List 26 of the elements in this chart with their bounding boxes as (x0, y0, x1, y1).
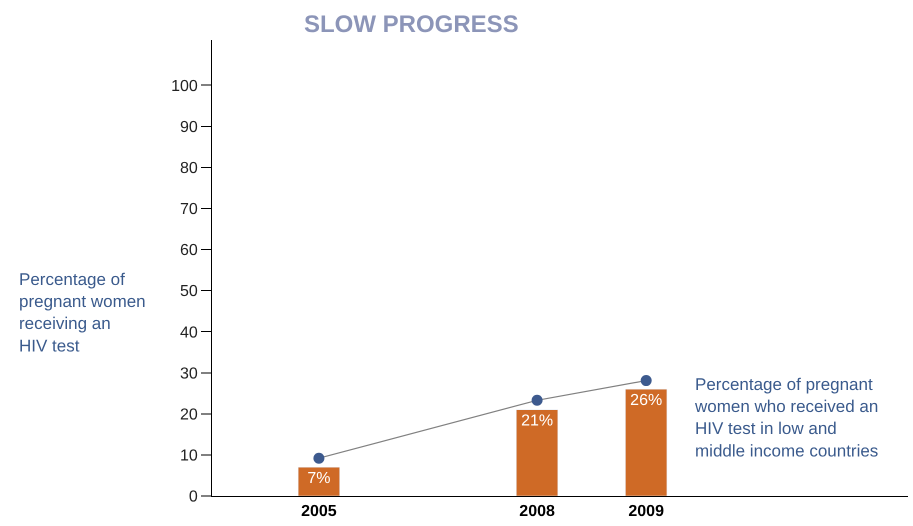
y-tick-label: 0 (188, 488, 198, 506)
y-tick-label: 90 (180, 118, 198, 136)
point (532, 394, 543, 406)
y-tick-label: 100 (171, 78, 198, 95)
annotation: Percentage of pregnant women who received an HIV test in low and middle income countries (694, 375, 878, 460)
bar (298, 466, 340, 496)
y-tick-label: 10 (180, 448, 198, 465)
y-tick-label: 40 (180, 324, 198, 342)
y-tick-label: 80 (180, 160, 198, 177)
data-label: 7% (307, 470, 330, 488)
y-tick-label: 50 (180, 283, 198, 300)
data-label: 21% (521, 412, 554, 430)
data-label: 26% (630, 392, 662, 410)
y-tick-label: 20 (180, 406, 198, 424)
point (313, 452, 324, 464)
chart-title: SLOW PROGRESS (304, 11, 519, 38)
y-tick-label: 70 (180, 201, 198, 218)
x-tick-label: 2008 (519, 503, 555, 520)
x-tick-label: 2009 (628, 503, 664, 520)
x-tick-label: 2005 (301, 503, 337, 520)
y-tick-label: 30 (180, 365, 198, 382)
bar (516, 409, 558, 496)
y-tick-label: 60 (180, 242, 198, 260)
point (640, 375, 652, 386)
bar (625, 388, 668, 496)
y-axis-title: Percentage of pregnant women receiving an HIV test (19, 270, 146, 356)
